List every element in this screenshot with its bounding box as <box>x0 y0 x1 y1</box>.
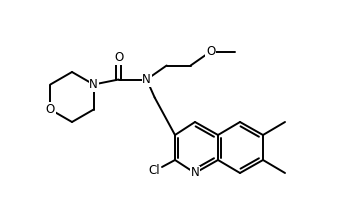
Text: O: O <box>46 103 55 116</box>
Text: N: N <box>191 167 199 180</box>
Text: Cl: Cl <box>148 164 160 176</box>
Text: O: O <box>114 51 123 64</box>
Text: N: N <box>89 78 98 91</box>
Text: N: N <box>142 73 151 86</box>
Text: O: O <box>206 45 215 58</box>
